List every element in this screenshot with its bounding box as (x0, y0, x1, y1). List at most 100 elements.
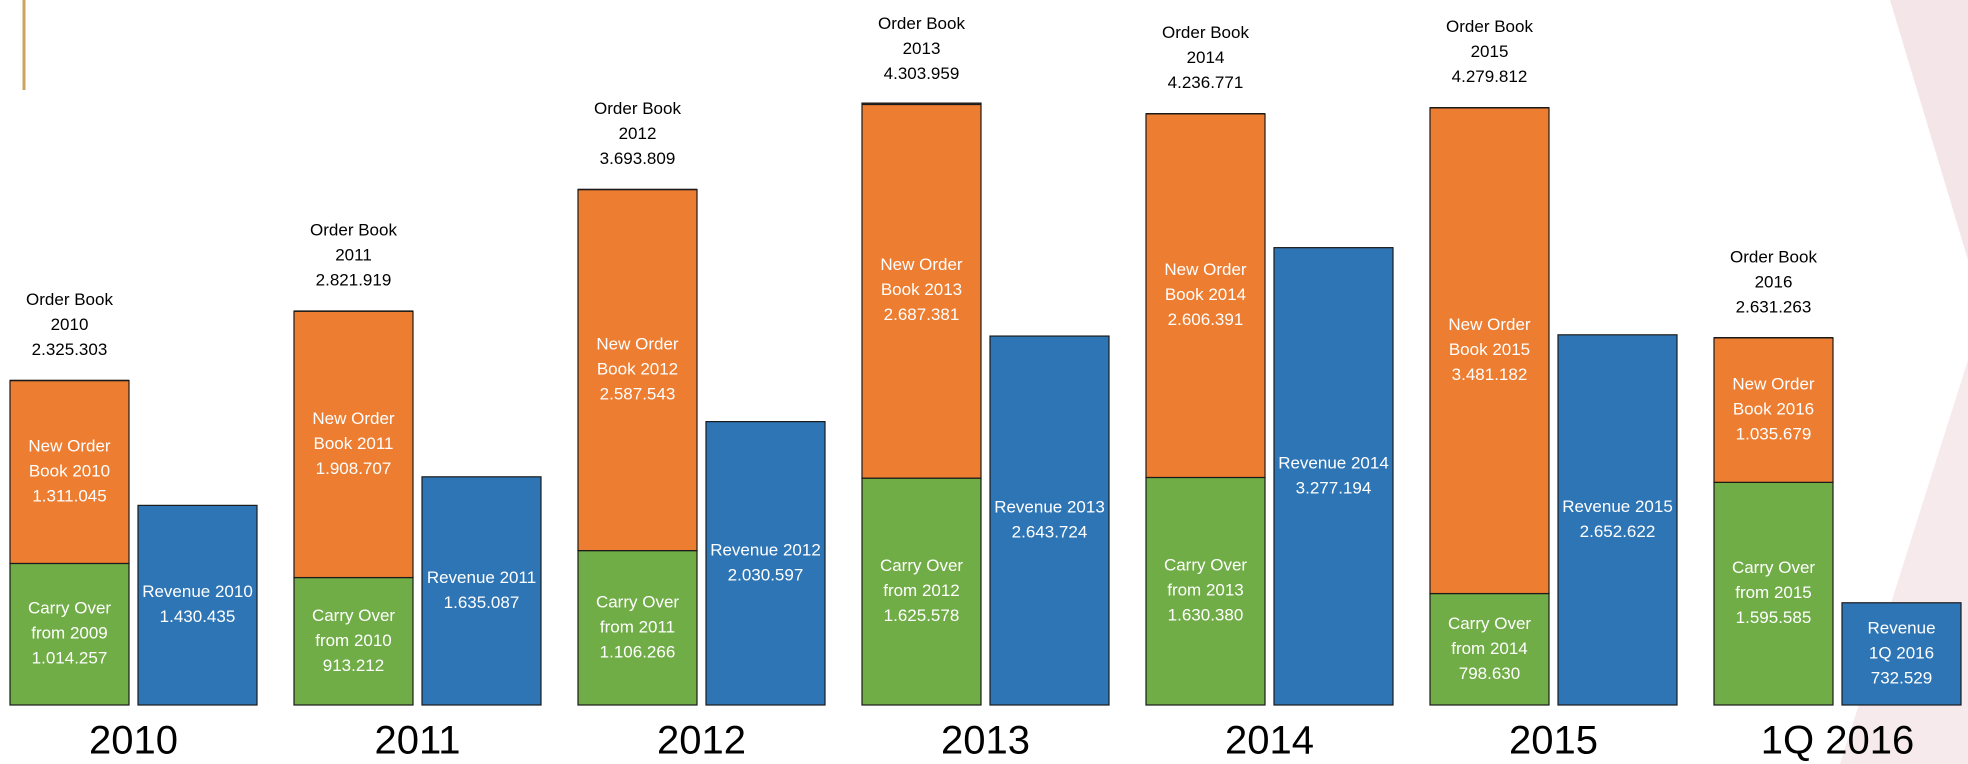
x-tick-label: 1Q 2016 (1761, 719, 1914, 763)
segment-label: 2.606.391 (1168, 310, 1244, 329)
segment-label: Revenue 2011 (427, 568, 536, 587)
order-book-label: 2014 (1187, 48, 1225, 67)
x-tick-label: 2015 (1509, 719, 1598, 763)
order-book-label: Order Book (594, 99, 681, 118)
bar-segment (577, 188, 698, 552)
segment-label: Revenue 2012 (710, 540, 821, 559)
order-book-label: 4.236.771 (1168, 73, 1244, 92)
segment-label: 1.635.087 (444, 593, 520, 612)
bar-segment (861, 477, 982, 706)
segment-label: Carry Over (1448, 614, 1531, 633)
order-book-label: 4.303.959 (884, 64, 960, 83)
segment-label: Carry Over (596, 592, 679, 611)
segment-label: 2.030.597 (728, 565, 804, 584)
segment-label: 913.212 (323, 656, 384, 675)
x-tick-label: 2010 (89, 719, 178, 763)
bar-segment (1713, 481, 1834, 706)
order-book-label: 2.631.263 (1736, 297, 1812, 316)
order-book-label: 2015 (1471, 42, 1509, 61)
bar-segment (9, 562, 130, 706)
segment-label: Carry Over (880, 556, 963, 575)
segment-label: New Order (880, 255, 963, 274)
segment-label: Book 2011 (313, 434, 393, 453)
segment-label: 1.908.707 (316, 459, 392, 478)
order-book-label: Order Book (1162, 23, 1249, 42)
bar-segment (1429, 592, 1550, 706)
order-book-label: 2010 (51, 315, 89, 334)
bar-segment (1841, 602, 1962, 706)
segment-label: New Order (312, 409, 395, 428)
segment-label: Revenue 2010 (142, 582, 253, 601)
segment-label: Book 2013 (881, 280, 962, 299)
bar-segment (1145, 476, 1266, 706)
segment-label: 1.430.435 (160, 607, 236, 626)
order-book-label: 2012 (619, 124, 657, 143)
segment-label: Carry Over (312, 606, 395, 625)
segment-label: Carry Over (28, 599, 111, 618)
segment-label: Book 2016 (1733, 400, 1814, 419)
order-book-label: 2016 (1755, 272, 1793, 291)
segment-label: Revenue 2014 (1278, 453, 1389, 472)
segment-label: New Order (28, 436, 111, 455)
segment-label: from 2010 (315, 631, 392, 650)
segment-label: 732.529 (1871, 668, 1932, 687)
x-tick-label: 2014 (1225, 719, 1314, 763)
bar-segment (861, 102, 982, 479)
bar-segment (577, 550, 698, 706)
segment-label: Book 2014 (1165, 285, 1246, 304)
segment-label: 1.625.578 (884, 606, 960, 625)
order-book-label: 2.821.919 (316, 271, 392, 290)
segment-label: Carry Over (1164, 556, 1247, 575)
order-book-label: 4.279.812 (1452, 67, 1528, 86)
segment-label: Book 2012 (597, 360, 678, 379)
segment-label: 2.643.724 (1012, 523, 1088, 542)
bar-segment (1713, 337, 1834, 483)
segment-label: 1.035.679 (1736, 425, 1812, 444)
segment-label: from 2014 (1451, 639, 1528, 658)
bar-segment (9, 379, 130, 565)
bar-segment (705, 421, 826, 706)
segment-label: 1.630.380 (1168, 606, 1244, 625)
order-book-label: Order Book (310, 221, 397, 240)
bar-segment (421, 476, 542, 706)
segment-label: 798.630 (1459, 664, 1520, 683)
segment-label: Revenue 2015 (1562, 497, 1673, 516)
bar-segment (989, 335, 1110, 706)
segment-label: 3.481.182 (1452, 365, 1528, 384)
segment-label: New Order (596, 335, 679, 354)
segment-label: 1.106.266 (600, 642, 676, 661)
bar-segment (293, 310, 414, 579)
segment-label: Revenue (1867, 618, 1935, 637)
segment-label: New Order (1448, 315, 1531, 334)
x-tick-label: 2011 (374, 719, 460, 763)
segment-label: Carry Over (1732, 558, 1815, 577)
bar-segment (1273, 247, 1394, 706)
segment-label: 2.652.622 (1580, 522, 1656, 541)
segment-label: 1.311.045 (32, 486, 106, 505)
order-book-label: Order Book (1730, 247, 1817, 266)
segment-label: Book 2010 (29, 461, 110, 480)
segment-label: Revenue 2013 (994, 498, 1105, 517)
order-book-label: 2.325.303 (32, 340, 108, 359)
segment-label: 1Q 2016 (1869, 643, 1934, 662)
order-book-label: Order Book (878, 14, 965, 33)
order-book-label: 3.693.809 (600, 149, 676, 168)
segment-label: New Order (1164, 260, 1247, 279)
bar-segment (137, 504, 258, 706)
segment-label: Book 2015 (1449, 340, 1530, 359)
segment-label: from 2015 (1735, 583, 1812, 602)
x-tick-label: 2013 (941, 719, 1030, 763)
segment-label: 3.277.194 (1296, 478, 1372, 497)
segment-label: 1.595.585 (1736, 608, 1812, 627)
segment-label: from 2011 (600, 617, 675, 636)
order-book-label: Order Book (1446, 17, 1533, 36)
order-book-label: Order Book (26, 290, 113, 309)
segment-label: 1.014.257 (32, 649, 108, 668)
bar-segment (293, 576, 414, 706)
segment-label: 2.587.543 (600, 385, 676, 404)
bar-segment (1557, 334, 1678, 706)
segment-label: from 2013 (1167, 581, 1244, 600)
x-tick-label: 2012 (657, 719, 746, 763)
